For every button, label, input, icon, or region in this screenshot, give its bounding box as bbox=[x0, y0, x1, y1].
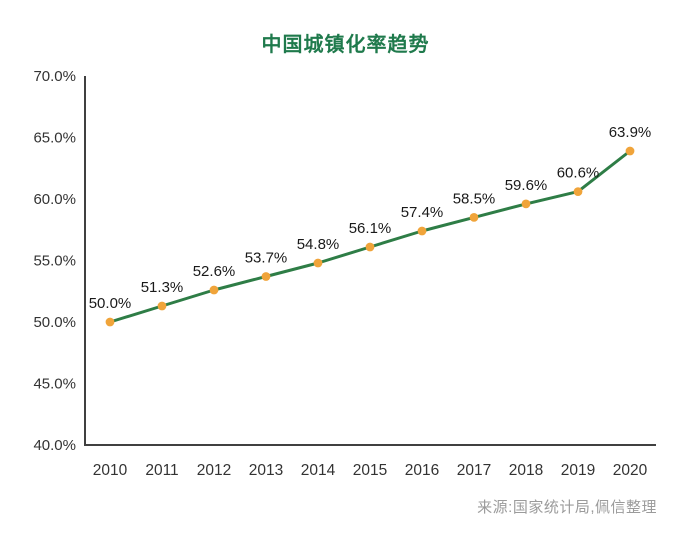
data-point-label: 51.3% bbox=[141, 279, 184, 296]
x-tick-label: 2015 bbox=[353, 462, 387, 479]
x-tick-label: 2010 bbox=[93, 462, 128, 479]
x-tick-label: 2017 bbox=[457, 462, 491, 479]
x-tick-label: 2020 bbox=[613, 462, 648, 479]
data-point-marker bbox=[209, 285, 219, 295]
data-point-label: 52.6% bbox=[193, 263, 236, 280]
data-point-label: 53.7% bbox=[245, 250, 288, 267]
y-tick-label: 50.0% bbox=[33, 314, 76, 331]
data-point-marker bbox=[573, 187, 583, 197]
data-point-label: 50.0% bbox=[89, 295, 132, 312]
x-tick-label: 2016 bbox=[405, 462, 439, 479]
x-tick-label: 2013 bbox=[249, 462, 283, 479]
y-tick-label: 65.0% bbox=[33, 130, 76, 147]
data-point-label: 54.8% bbox=[297, 236, 340, 253]
source-note: 来源:国家统计局,佩信整理 bbox=[477, 499, 657, 516]
data-point-marker bbox=[365, 242, 375, 252]
data-point-marker bbox=[625, 146, 635, 156]
data-point-label: 57.4% bbox=[401, 204, 444, 221]
x-tick-label: 2012 bbox=[197, 462, 231, 479]
x-tick-label: 2014 bbox=[301, 462, 336, 479]
data-point-label: 59.6% bbox=[505, 177, 548, 194]
x-tick-label: 2011 bbox=[145, 462, 178, 479]
data-point-marker bbox=[469, 213, 479, 222]
data-point-marker bbox=[521, 199, 531, 209]
data-point-marker bbox=[157, 301, 167, 311]
data-point-marker bbox=[313, 258, 323, 268]
data-point-label: 63.9% bbox=[609, 124, 652, 141]
x-tick-label: 2019 bbox=[561, 462, 595, 479]
y-tick-label: 40.0% bbox=[33, 437, 76, 454]
data-point-label: 58.5% bbox=[453, 190, 496, 207]
axis-lines bbox=[84, 76, 656, 446]
data-point-marker bbox=[261, 272, 271, 281]
data-point-label: 56.1% bbox=[349, 220, 392, 237]
x-tick-label: 2018 bbox=[509, 462, 543, 479]
y-tick-label: 70.0% bbox=[33, 68, 76, 85]
data-point-marker bbox=[417, 226, 427, 236]
y-tick-label: 60.0% bbox=[33, 191, 76, 208]
chart-title: 中国城镇化率趋势 bbox=[261, 34, 430, 56]
y-tick-label: 55.0% bbox=[33, 253, 76, 270]
data-point-label: 60.6% bbox=[557, 165, 600, 182]
y-tick-label: 45.0% bbox=[33, 376, 76, 393]
data-point-marker bbox=[105, 317, 115, 327]
